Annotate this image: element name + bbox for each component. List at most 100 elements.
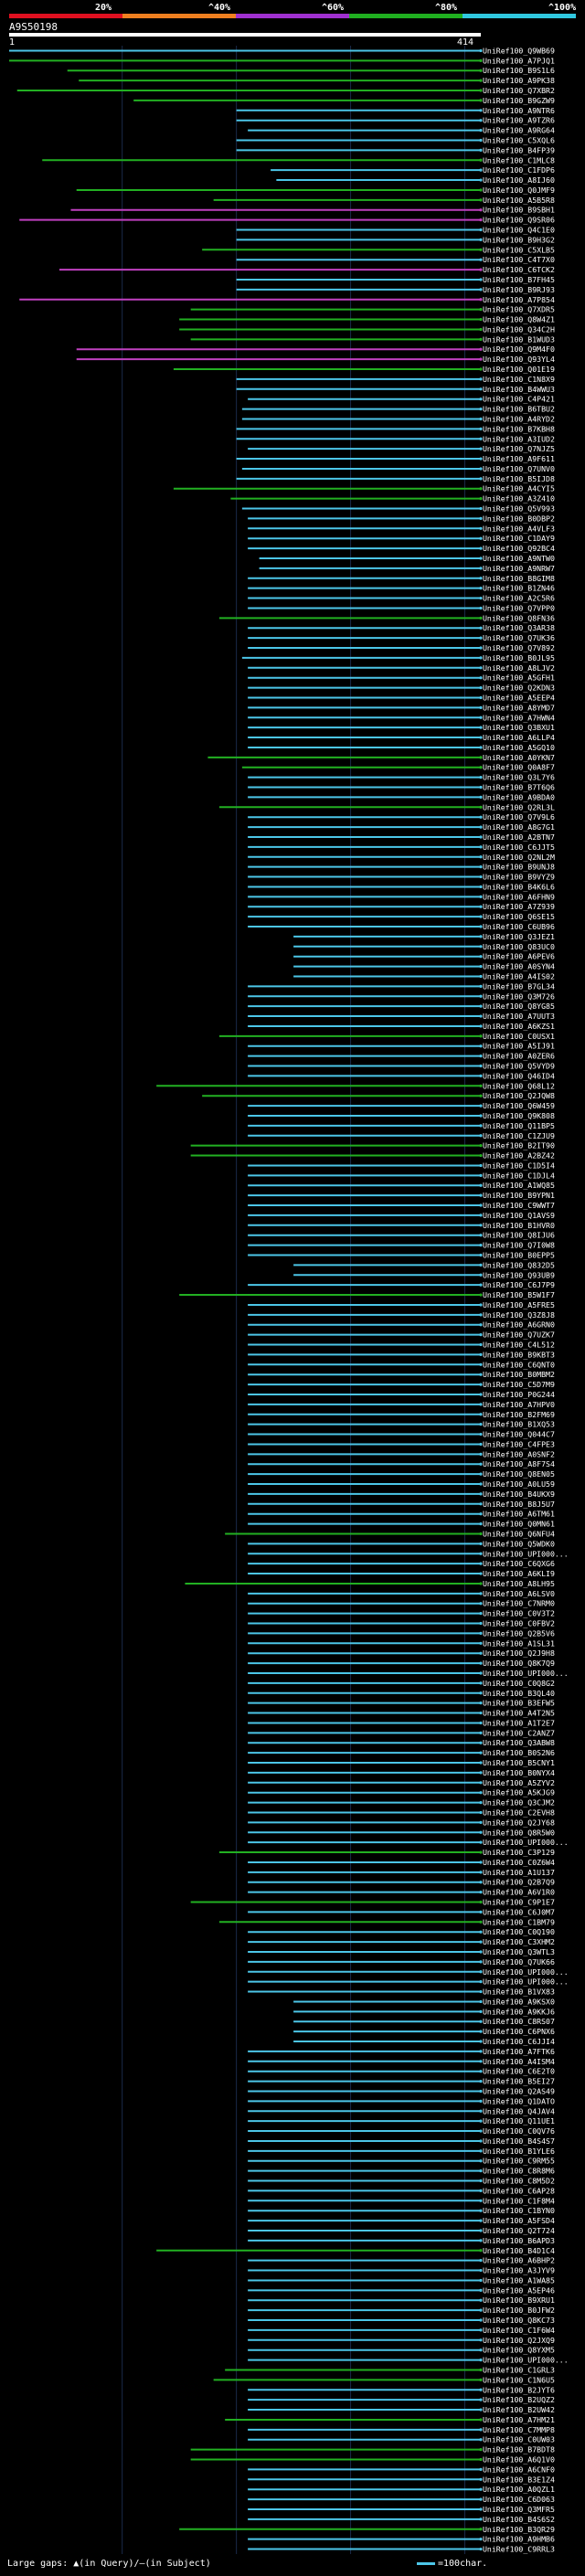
hit-label[interactable]: UniRef100_C9P1E7 xyxy=(483,1898,555,1907)
hit-label[interactable]: UniRef100_Q8W4Z1 xyxy=(483,315,555,324)
hit-label[interactable]: UniRef100_B1HVR0 xyxy=(483,1221,555,1230)
hit-label[interactable]: UniRef100_Q3L7Y6 xyxy=(483,773,555,782)
hit-label[interactable]: UniRef100_Q11UE1 xyxy=(483,2116,555,2125)
hit-label[interactable]: UniRef100_Q0A8F7 xyxy=(483,763,555,772)
hit-label[interactable]: UniRef100_A7P854 xyxy=(483,295,555,304)
hit-label[interactable]: UniRef100_B4S6S2 xyxy=(483,2515,555,2524)
hit-label[interactable]: UniRef100_B3QL40 xyxy=(483,1689,555,1698)
hit-label[interactable]: UniRef100_Q9SR06 xyxy=(483,216,555,225)
hit-label[interactable]: UniRef100_A7HWN4 xyxy=(483,713,555,722)
hit-label[interactable]: UniRef100_B7KBH8 xyxy=(483,424,555,433)
hit-label[interactable]: UniRef100_C8R8M6 xyxy=(483,2167,555,2176)
hit-label[interactable]: UniRef100_B3E1Z4 xyxy=(483,2475,555,2484)
hit-label[interactable]: UniRef100_Q6SE15 xyxy=(483,912,555,921)
hit-label[interactable]: UniRef100_C1ZJU9 xyxy=(483,1131,555,1140)
hit-label[interactable]: UniRef100_Q5WDK0 xyxy=(483,1539,555,1548)
hit-label[interactable]: UniRef100_Q8FN36 xyxy=(483,613,555,622)
hit-label[interactable]: UniRef100_A9NTW0 xyxy=(483,554,555,563)
hit-label[interactable]: UniRef100_Q2KDN3 xyxy=(483,684,555,693)
hit-label[interactable]: UniRef100_C6QNT0 xyxy=(483,1360,555,1369)
hit-label[interactable]: UniRef100_A8LH95 xyxy=(483,1579,555,1588)
hit-label[interactable]: UniRef100_B6TBU2 xyxy=(483,405,555,414)
hit-label[interactable]: UniRef100_B0MBM2 xyxy=(483,1370,555,1379)
hit-label[interactable]: UniRef100_A2C5R6 xyxy=(483,594,555,603)
hit-label[interactable]: UniRef100_A7Z939 xyxy=(483,902,555,911)
hit-label[interactable]: UniRef100_Q46ID4 xyxy=(483,1071,555,1080)
hit-label[interactable]: UniRef100_Q832D5 xyxy=(483,1260,555,1269)
hit-label[interactable]: UniRef100_Q8R5W0 xyxy=(483,1828,555,1837)
hit-label[interactable]: UniRef100_Q3M726 xyxy=(483,991,555,1001)
hit-label[interactable]: UniRef100_Q3BXU1 xyxy=(483,723,555,732)
hit-label[interactable]: UniRef100_Q2RL3L xyxy=(483,802,555,811)
hit-label[interactable]: UniRef100_A7HM21 xyxy=(483,2415,555,2424)
hit-label[interactable]: UniRef100_Q8YG85 xyxy=(483,1002,555,1011)
hit-label[interactable]: UniRef100_C4L512 xyxy=(483,1341,555,1350)
hit-label[interactable]: UniRef100_A5IJ91 xyxy=(483,1042,555,1051)
hit-label[interactable]: UniRef100_Q7UK66 xyxy=(483,1957,555,1966)
hit-label[interactable]: UniRef100_A6LSV0 xyxy=(483,1589,555,1598)
hit-label[interactable]: UniRef100_Q2B7Q9 xyxy=(483,1878,555,1887)
hit-label[interactable]: UniRef100_A4VLF3 xyxy=(483,524,555,533)
hit-label[interactable]: UniRef100_B7T6Q6 xyxy=(483,783,555,792)
hit-label[interactable]: UniRef100_B7GL34 xyxy=(483,981,555,991)
hit-label[interactable]: UniRef100_B4S4S7 xyxy=(483,2136,555,2146)
hit-label[interactable]: UniRef100_A4T2N5 xyxy=(483,1709,555,1718)
hit-label[interactable]: UniRef100_Q7I0W8 xyxy=(483,1241,555,1250)
hit-label[interactable]: UniRef100_B9RJ93 xyxy=(483,285,555,294)
hit-label[interactable]: UniRef100_Q3JEZ1 xyxy=(483,932,555,941)
hit-label[interactable]: UniRef100_A8YMD7 xyxy=(483,703,555,712)
hit-label[interactable]: UniRef100_Q11BP5 xyxy=(483,1121,555,1130)
hit-label[interactable]: UniRef100_B8GIM8 xyxy=(483,574,555,583)
hit-label[interactable]: UniRef100_B3EFW5 xyxy=(483,1699,555,1708)
hit-label[interactable]: UniRef100_A3JYV9 xyxy=(483,2266,555,2275)
hit-label[interactable]: UniRef100_C5XLB5 xyxy=(483,245,555,254)
hit-label[interactable]: UniRef100_A4IS02 xyxy=(483,971,555,981)
hit-label[interactable]: UniRef100_C7MMP8 xyxy=(483,2425,555,2434)
hit-label[interactable]: UniRef100_C0UW03 xyxy=(483,2435,555,2444)
hit-label[interactable]: UniRef100_Q3WTL3 xyxy=(483,1947,555,1956)
hit-label[interactable]: UniRef100_Q0MN61 xyxy=(483,1520,555,1529)
hit-label[interactable]: UniRef100_C8RS07 xyxy=(483,2017,555,2026)
hit-label[interactable]: UniRef100_Q8K7Q9 xyxy=(483,1659,555,1668)
hit-label[interactable]: UniRef100_B1ZN46 xyxy=(483,584,555,593)
hit-label[interactable]: UniRef100_B5W1F7 xyxy=(483,1290,555,1299)
hit-label[interactable]: UniRef100_B5CNY1 xyxy=(483,1758,555,1767)
hit-label[interactable]: UniRef100_A3IUD2 xyxy=(483,434,555,443)
hit-label[interactable]: UniRef100_C1BYN0 xyxy=(483,2206,555,2215)
hit-label[interactable]: UniRef100_C1N6U5 xyxy=(483,2375,555,2384)
hit-label[interactable]: UniRef100_A9NTR6 xyxy=(483,106,555,115)
hit-label[interactable]: UniRef100_Q7VPP0 xyxy=(483,603,555,612)
hit-label[interactable]: UniRef100_B2UQZ2 xyxy=(483,2395,555,2404)
hit-label[interactable]: UniRef100_B4FP39 xyxy=(483,145,555,154)
hit-label[interactable]: UniRef100_A8F7S4 xyxy=(483,1459,555,1468)
hit-label[interactable]: UniRef100_A5KJG9 xyxy=(483,1788,555,1797)
hit-label[interactable]: UniRef100_A5ZYV2 xyxy=(483,1778,555,1787)
hit-label[interactable]: UniRef100_Q9K808 xyxy=(483,1111,555,1120)
hit-label[interactable]: UniRef100_A6LLP4 xyxy=(483,733,555,742)
hit-label[interactable]: UniRef100_A0SNF2 xyxy=(483,1449,555,1458)
hit-label[interactable]: UniRef100_C1F8M4 xyxy=(483,2196,555,2205)
hit-label[interactable]: UniRef100_B9GZW9 xyxy=(483,96,555,105)
hit-label[interactable]: UniRef100_A8G7G1 xyxy=(483,822,555,832)
hit-label[interactable]: UniRef100_A1WA85 xyxy=(483,2275,555,2284)
hit-label[interactable]: UniRef100_P0G244 xyxy=(483,1390,555,1399)
hit-label[interactable]: UniRef100_Q2AS49 xyxy=(483,2086,555,2095)
hit-label[interactable]: UniRef100_A6KLI9 xyxy=(483,1569,555,1578)
hit-label[interactable]: UniRef100_C6J7P9 xyxy=(483,1280,555,1289)
hit-label[interactable]: UniRef100_A6FHN9 xyxy=(483,892,555,901)
hit-label[interactable]: UniRef100_A9RG64 xyxy=(483,126,555,135)
hit-label[interactable]: UniRef100_B5IJD8 xyxy=(483,474,555,483)
hit-label[interactable]: UniRef100_Q2JXQ9 xyxy=(483,2336,555,2345)
hit-label[interactable]: UniRef100_A6CNF0 xyxy=(483,2465,555,2474)
hit-label[interactable]: UniRef100_Q9WB69 xyxy=(483,46,555,55)
hit-label[interactable]: UniRef100_UPI000... xyxy=(483,1977,569,1987)
hit-label[interactable]: UniRef100_C1FDP6 xyxy=(483,165,555,175)
hit-label[interactable]: UniRef100_A0ZER6 xyxy=(483,1052,555,1061)
hit-label[interactable]: UniRef100_A0YKN7 xyxy=(483,753,555,762)
hit-label[interactable]: UniRef100_UPI000... xyxy=(483,1669,569,1678)
hit-label[interactable]: UniRef100_A9NRW7 xyxy=(483,564,555,573)
hit-label[interactable]: UniRef100_C1D5I4 xyxy=(483,1161,555,1170)
hit-label[interactable]: UniRef100_Q1AVS9 xyxy=(483,1211,555,1220)
hit-label[interactable]: UniRef100_C6UB96 xyxy=(483,922,555,931)
hit-label[interactable]: UniRef100_A5GQ10 xyxy=(483,743,555,752)
